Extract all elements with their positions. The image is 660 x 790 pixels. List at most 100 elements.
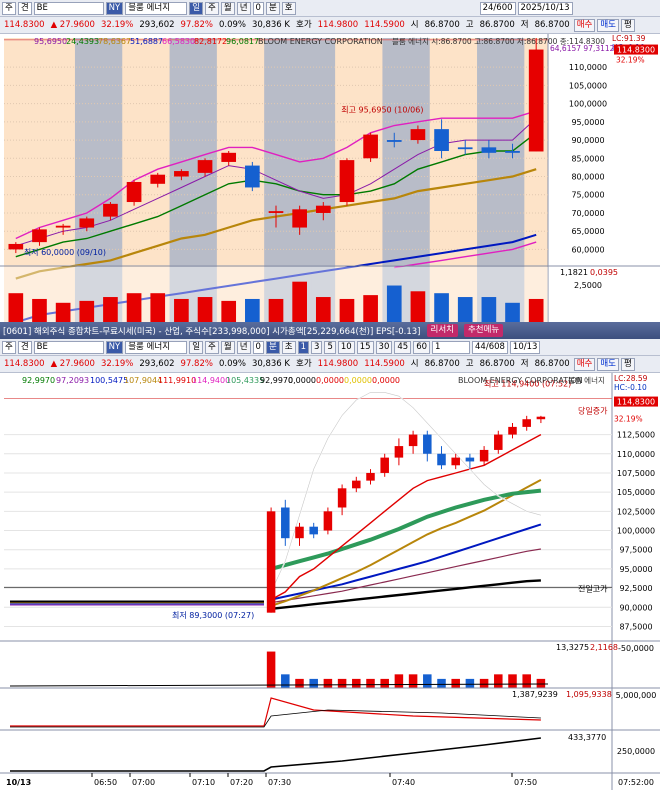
candle-body <box>352 480 361 489</box>
prev-high-label: 전일고가 <box>578 583 608 593</box>
minute-1-button[interactable]: 1 <box>297 340 310 354</box>
minute-button[interactable]: 분 <box>265 1 280 15</box>
y-tick-label: 97,5000 <box>619 546 652 555</box>
series-line-ma_gold <box>270 479 542 607</box>
y-tick-label: 110,0000 <box>617 450 655 459</box>
legend-value: 100,5475 <box>90 376 128 385</box>
intraday-candle-chart[interactable]: 87,5000 90,0000 92,5000 95,0000 97,5000 100,0… <box>0 373 660 790</box>
candle-body <box>434 129 449 151</box>
date-field-2[interactable]: 10/13 <box>509 340 541 354</box>
volume-bar <box>479 678 489 688</box>
stock-name-field-2[interactable]: 블룸 에너지 <box>125 340 188 354</box>
x-tick-label: 07:52:00 <box>618 778 654 787</box>
y-tick-label: 65,0000 <box>571 227 604 236</box>
volume-bar <box>103 297 118 322</box>
volume-bar <box>508 674 517 688</box>
ticker-input-2[interactable]: BE <box>33 340 104 354</box>
minute-30-button[interactable]: 30 <box>375 340 393 354</box>
interval-field[interactable]: 1 <box>432 340 471 354</box>
series-line-ma_maroon <box>271 548 541 604</box>
volume-bar <box>352 678 361 688</box>
volume-bar <box>79 300 95 322</box>
candle-body <box>295 526 304 539</box>
research-button[interactable]: 리서치 <box>426 324 458 337</box>
legend-value: 66,5830 <box>162 37 195 46</box>
minute-10-button[interactable]: 10 <box>337 340 355 354</box>
change-value: ▲ 27.9600 <box>50 19 95 30</box>
tick-button[interactable]: 호 <box>281 1 296 15</box>
daily-button-2[interactable]: 일 <box>189 340 204 354</box>
white-curve-outline <box>270 392 541 593</box>
candle-body <box>508 426 517 435</box>
monthly-button[interactable]: 월 <box>220 1 235 15</box>
flat-button[interactable]: 평 <box>621 18 635 32</box>
minute-button-2[interactable]: 분 <box>265 340 280 354</box>
candle-body <box>410 129 426 141</box>
bottom-toolbar: 주 견 BE NY 블룸 에너지 일 주 월 년 0 분 초 1 3 5 10 … <box>0 339 660 356</box>
weekly-button[interactable]: 주 <box>205 1 219 15</box>
buy-button[interactable]: 매수 <box>573 18 596 32</box>
series-line-ma60 <box>15 233 537 322</box>
daily-candle-chart[interactable]: 60,0000 65,0000 70,0000 75,0000 80,0000 85,00… <box>0 34 660 322</box>
stock-info: 블룸 에너지 <box>568 375 605 385</box>
flat-button-2[interactable]: 평 <box>621 357 635 371</box>
recommend-menu-button[interactable]: 추천메뉴 <box>463 324 504 337</box>
minute-5-button[interactable]: 5 <box>324 340 336 354</box>
volume-label: 2,1168 <box>590 643 618 652</box>
volume-bar <box>528 298 544 322</box>
type-select[interactable]: 주 <box>2 1 16 15</box>
volume-bar <box>32 298 47 322</box>
legend-value: 111,9910 <box>158 376 196 385</box>
top-quote-bar: 114.8300 ▲ 27.9600 32.19% 293,602 97.82%… <box>0 17 660 34</box>
low-value: 86.8700 <box>534 19 570 30</box>
volume-bar <box>451 678 460 688</box>
indicator-label: 1,387,9239 <box>512 690 558 699</box>
x-tick-label: 06:50 <box>94 778 117 787</box>
y-tick-label: 60,0000 <box>571 245 604 254</box>
second-button-2[interactable]: 초 <box>281 340 296 354</box>
sell-button[interactable]: 매도 <box>597 18 619 32</box>
open-value-2: 86.8700 <box>424 358 460 369</box>
legend-value: 0,0000 <box>344 376 372 385</box>
yearly-button[interactable]: 년 <box>236 1 251 15</box>
stock-name-field[interactable]: 블룸 에너지 <box>125 1 188 15</box>
monthly-button-2[interactable]: 월 <box>220 340 235 354</box>
candle-body <box>32 229 47 243</box>
daily-button[interactable]: 일 <box>189 1 204 15</box>
ask-value: 114.9800 <box>317 19 359 30</box>
percent-label: 32.19% <box>616 56 645 65</box>
volume-bar <box>315 297 331 322</box>
indicator-axis-label: 5,000,000 <box>616 691 657 700</box>
count-field-2[interactable]: 0 <box>252 340 264 354</box>
count-field[interactable]: 0 <box>252 1 264 15</box>
volume-bar <box>266 651 276 688</box>
minute-15-button[interactable]: 15 <box>356 340 374 354</box>
yearly-button-2[interactable]: 년 <box>236 340 251 354</box>
volume-bar <box>410 291 426 322</box>
minute-60-button[interactable]: 60 <box>413 340 431 354</box>
volume-label: 0,0395 <box>590 268 618 277</box>
candle-body <box>245 165 260 188</box>
hc-label: HC:-0.10 <box>614 383 647 392</box>
open-label-2: 시 <box>410 358 419 369</box>
ohlc-info: 블룸 에너지 시:86.8700 고:86.8700 저:86.8700 종:1… <box>392 36 605 46</box>
x-tick-label: 07:20 <box>230 778 253 787</box>
y-tick-label: 70,0000 <box>571 209 604 218</box>
candle-body <box>150 174 166 184</box>
ticker-input[interactable]: BE <box>33 1 104 15</box>
minute-45-button[interactable]: 45 <box>394 340 412 354</box>
open-label: 시 <box>410 19 419 30</box>
sell-button-2[interactable]: 매도 <box>597 357 619 371</box>
x-tick-label: 07:10 <box>192 778 215 787</box>
date-field[interactable]: 2025/10/13 <box>517 1 573 15</box>
period-select[interactable]: 견 <box>17 1 32 15</box>
period-select-2[interactable]: 견 <box>17 340 32 354</box>
minute-3-button[interactable]: 3 <box>311 340 323 354</box>
week-band <box>74 38 100 322</box>
type-select-2[interactable]: 주 <box>2 340 16 354</box>
buy-button-2[interactable]: 매수 <box>573 357 596 371</box>
weekly-button-2[interactable]: 주 <box>205 340 219 354</box>
window-title: [0601] 해외주식 종합차트-무료시세(미국) - 산업, 주식수[233,… <box>3 326 421 337</box>
volume-bar <box>245 298 260 322</box>
market-badge: NY <box>105 1 124 15</box>
